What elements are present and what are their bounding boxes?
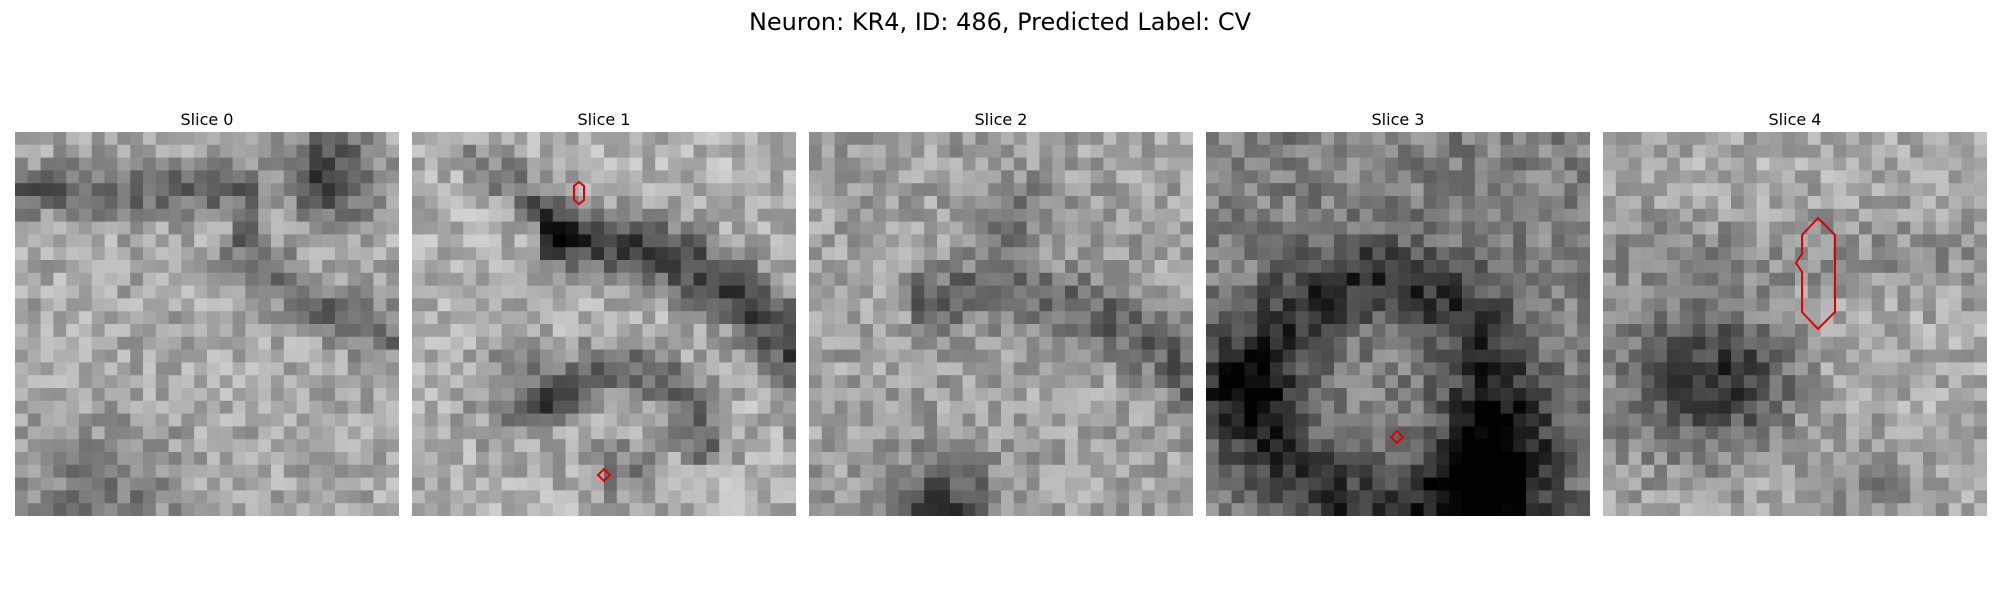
segmentation-contour	[573, 180, 585, 206]
slice-panel-4: Slice 4	[1603, 108, 1987, 516]
slice-title-4: Slice 4	[1768, 110, 1822, 129]
segmentation-contour	[1389, 429, 1405, 445]
slice-title-0: Slice 0	[180, 110, 234, 129]
slice-image-1	[412, 132, 796, 516]
slice-panel-2: Slice 2	[809, 108, 1193, 516]
microscopy-pixels-0	[15, 132, 399, 516]
segmentation-contour	[596, 467, 612, 483]
microscopy-pixels-4	[1603, 132, 1987, 516]
slice-title-1: Slice 1	[577, 110, 631, 129]
microscopy-pixels-1	[412, 132, 796, 516]
figure-title: Neuron: KR4, ID: 486, Predicted Label: C…	[748, 8, 1252, 36]
microscopy-pixels-2	[809, 132, 1193, 516]
slice-panel-0: Slice 0	[15, 108, 399, 516]
microscopy-pixels-3	[1206, 132, 1590, 516]
slice-panel-1: Slice 1	[412, 108, 796, 516]
slice-image-4	[1603, 132, 1987, 516]
slice-title-2: Slice 2	[974, 110, 1028, 129]
slice-image-0	[15, 132, 399, 516]
slice-panel-3: Slice 3	[1206, 108, 1590, 516]
slice-image-2	[809, 132, 1193, 516]
segmentation-contour	[1794, 216, 1836, 331]
slice-image-3	[1206, 132, 1590, 516]
slice-title-3: Slice 3	[1371, 110, 1425, 129]
